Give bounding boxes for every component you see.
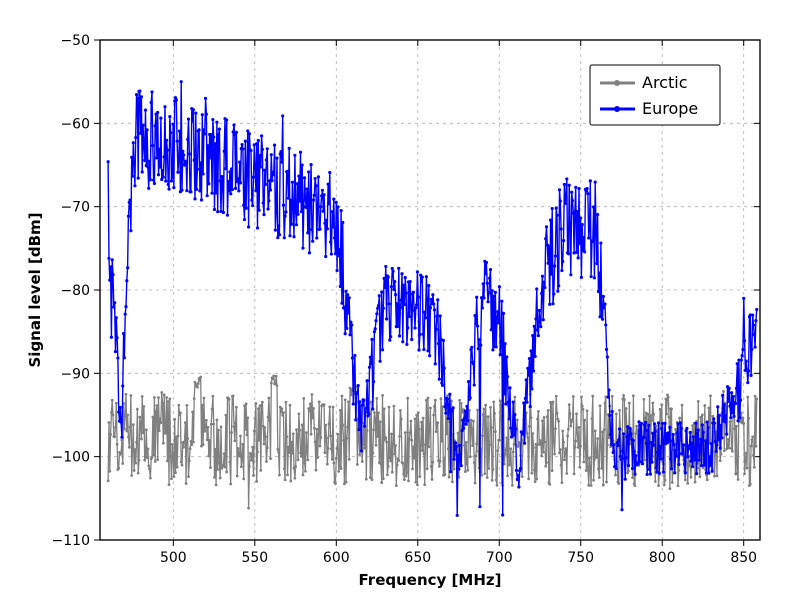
svg-text:−50: −50 (60, 33, 90, 49)
y-axis-label: Signal level [dBm] (26, 213, 44, 368)
svg-text:750: 750 (567, 550, 594, 566)
legend-item-europe: Europe (642, 99, 698, 118)
svg-text:500: 500 (160, 550, 187, 566)
chart-container: 500 550 600 650 700 750 800 850 −110 −100 −90 −80 −7… (0, 0, 800, 600)
legend: Arctic Europe (590, 65, 720, 125)
chart-svg: 500 550 600 650 700 750 800 850 −110 −100 −90 −80 −7… (0, 0, 800, 600)
svg-text:550: 550 (241, 550, 268, 566)
svg-text:−90: −90 (60, 366, 90, 382)
svg-text:−100: −100 (52, 450, 90, 466)
svg-text:−70: −70 (60, 200, 90, 216)
svg-text:−110: −110 (52, 533, 90, 549)
svg-text:700: 700 (486, 550, 513, 566)
svg-text:600: 600 (323, 550, 350, 566)
legend-item-arctic: Arctic (642, 73, 687, 92)
svg-text:−60: −60 (60, 116, 90, 132)
svg-text:800: 800 (649, 550, 676, 566)
svg-text:850: 850 (730, 550, 757, 566)
svg-text:650: 650 (404, 550, 431, 566)
x-axis-label: Frequency [MHz] (359, 571, 502, 589)
svg-text:−80: −80 (60, 283, 90, 299)
